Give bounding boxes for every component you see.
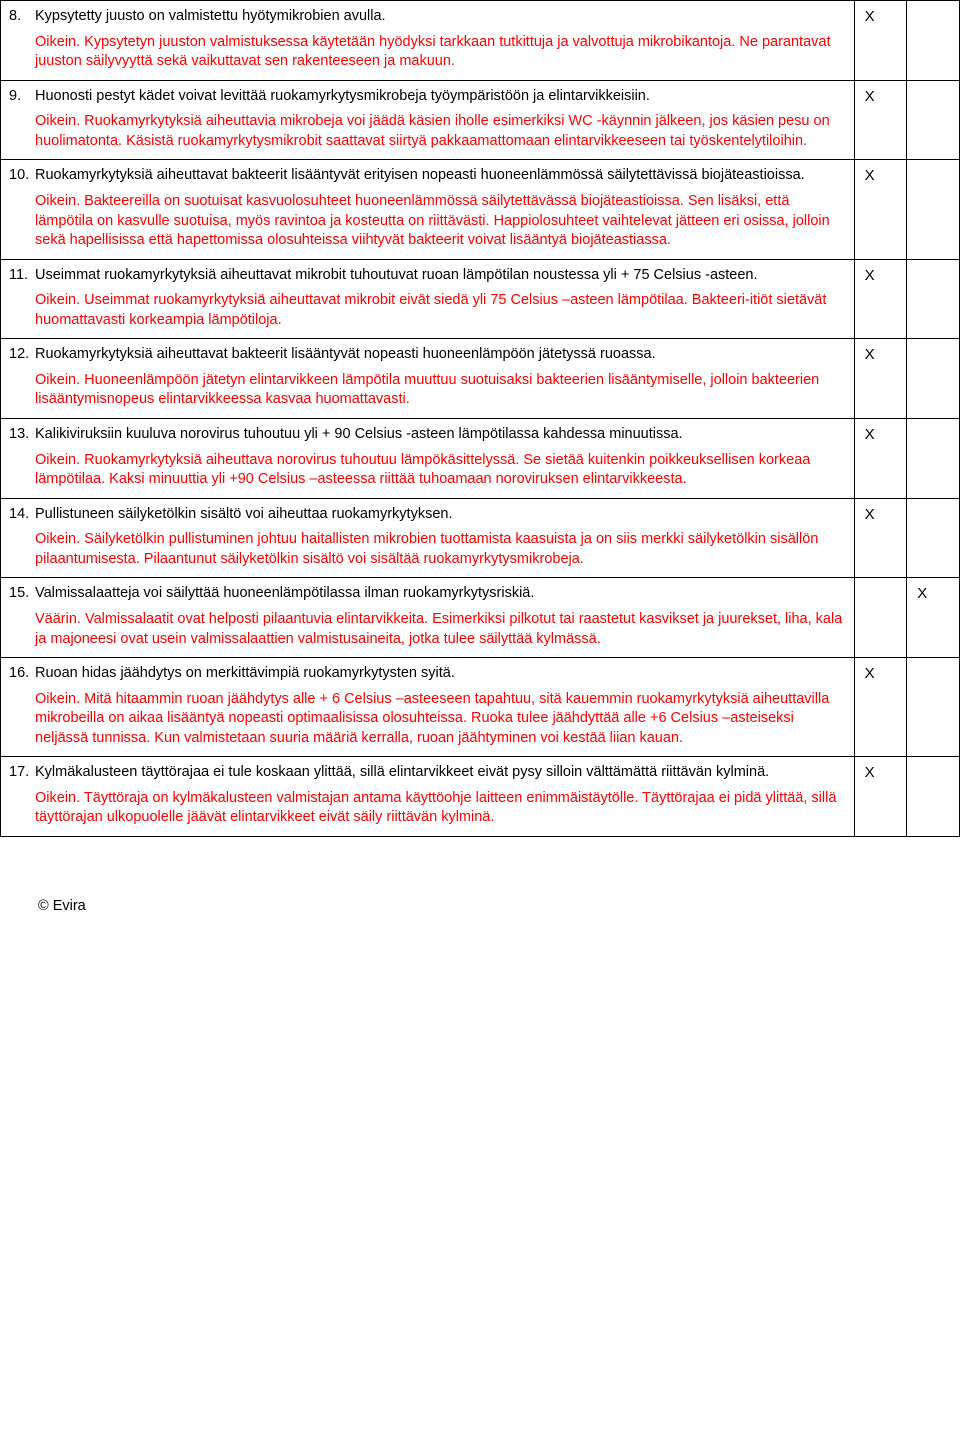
question-text: Huonosti pestyt kädet voivat levittää ru… bbox=[35, 87, 846, 107]
answer-text: Oikein. Täyttöraja on kylmäkalusteen val… bbox=[35, 789, 846, 828]
mark-col-2 bbox=[907, 757, 960, 837]
mark-col-2 bbox=[907, 658, 960, 757]
question-number: 15. bbox=[9, 584, 35, 649]
mark-col-2 bbox=[907, 419, 960, 499]
question-cell: 12.Ruokamyrkytyksiä aiheuttavat bakteeri… bbox=[1, 339, 855, 419]
question-text: Kalikiviruksiin kuuluva norovirus tuhout… bbox=[35, 425, 846, 445]
footer-copyright: © Evira bbox=[0, 897, 960, 917]
question-cell: 16.Ruoan hidas jäähdytys on merkittävimp… bbox=[1, 658, 855, 757]
answer-text: Oikein. Bakteereilla on suotuisat kasvuo… bbox=[35, 192, 846, 251]
table-row: 10.Ruokamyrkytyksiä aiheuttavat bakteeri… bbox=[1, 160, 960, 259]
mark-col-2: X bbox=[907, 578, 960, 658]
question-cell: 17.Kylmäkalusteen täyttörajaa ei tule ko… bbox=[1, 757, 855, 837]
mark-col-1: X bbox=[854, 1, 907, 81]
mark-col-1: X bbox=[854, 80, 907, 160]
question-text: Pullistuneen säilyketölkin sisältö voi a… bbox=[35, 505, 846, 525]
table-row: 13.Kalikiviruksiin kuuluva norovirus tuh… bbox=[1, 419, 960, 499]
question-cell: 14.Pullistuneen säilyketölkin sisältö vo… bbox=[1, 498, 855, 578]
mark-col-1: X bbox=[854, 498, 907, 578]
mark-col-2 bbox=[907, 259, 960, 339]
question-number: 14. bbox=[9, 505, 35, 570]
question-text: Ruokamyrkytyksiä aiheuttavat bakteerit l… bbox=[35, 345, 846, 365]
mark-col-2 bbox=[907, 339, 960, 419]
question-number: 11. bbox=[9, 266, 35, 331]
answer-text: Oikein. Useimmat ruokamyrkytyksiä aiheut… bbox=[35, 291, 846, 330]
table-row: 16.Ruoan hidas jäähdytys on merkittävimp… bbox=[1, 658, 960, 757]
table-row: 9.Huonosti pestyt kädet voivat levittää … bbox=[1, 80, 960, 160]
mark-col-2 bbox=[907, 1, 960, 81]
question-cell: 11.Useimmat ruokamyrkytyksiä aiheuttavat… bbox=[1, 259, 855, 339]
question-cell: 10.Ruokamyrkytyksiä aiheuttavat bakteeri… bbox=[1, 160, 855, 259]
answer-text: Oikein. Ruokamyrkytyksiä aiheuttavia mik… bbox=[35, 112, 846, 151]
question-number: 17. bbox=[9, 763, 35, 828]
answer-text: Väärin. Valmissalaatit ovat helposti pil… bbox=[35, 610, 846, 649]
question-number: 13. bbox=[9, 425, 35, 490]
question-table: 8.Kypsytetty juusto on valmistettu hyöty… bbox=[0, 0, 960, 837]
mark-col-1: X bbox=[854, 339, 907, 419]
question-cell: 13.Kalikiviruksiin kuuluva norovirus tuh… bbox=[1, 419, 855, 499]
mark-col-1 bbox=[854, 578, 907, 658]
question-number: 8. bbox=[9, 7, 35, 72]
answer-text: Oikein. Huoneenlämpöön jätetyn elintarvi… bbox=[35, 371, 846, 410]
mark-col-2 bbox=[907, 80, 960, 160]
question-number: 9. bbox=[9, 87, 35, 152]
question-number: 10. bbox=[9, 166, 35, 250]
answer-text: Oikein. Ruokamyrkytyksiä aiheuttava noro… bbox=[35, 451, 846, 490]
table-row: 12.Ruokamyrkytyksiä aiheuttavat bakteeri… bbox=[1, 339, 960, 419]
mark-col-1: X bbox=[854, 757, 907, 837]
mark-col-1: X bbox=[854, 259, 907, 339]
question-text: Kypsytetty juusto on valmistettu hyötymi… bbox=[35, 7, 846, 27]
question-cell: 8.Kypsytetty juusto on valmistettu hyöty… bbox=[1, 1, 855, 81]
table-row: 15.Valmissalaatteja voi säilyttää huonee… bbox=[1, 578, 960, 658]
mark-col-1: X bbox=[854, 658, 907, 757]
table-row: 14.Pullistuneen säilyketölkin sisältö vo… bbox=[1, 498, 960, 578]
answer-text: Oikein. Mitä hitaammin ruoan jäähdytys a… bbox=[35, 690, 846, 749]
answer-text: Oikein. Säilyketölkin pullistuminen joht… bbox=[35, 530, 846, 569]
table-row: 17.Kylmäkalusteen täyttörajaa ei tule ko… bbox=[1, 757, 960, 837]
question-cell: 9.Huonosti pestyt kädet voivat levittää … bbox=[1, 80, 855, 160]
question-text: Useimmat ruokamyrkytyksiä aiheuttavat mi… bbox=[35, 266, 846, 286]
question-cell: 15.Valmissalaatteja voi säilyttää huonee… bbox=[1, 578, 855, 658]
question-text: Valmissalaatteja voi säilyttää huoneenlä… bbox=[35, 584, 846, 604]
question-number: 16. bbox=[9, 664, 35, 748]
answer-text: Oikein. Kypsytetyn juuston valmistuksess… bbox=[35, 33, 846, 72]
mark-col-2 bbox=[907, 498, 960, 578]
question-number: 12. bbox=[9, 345, 35, 410]
table-row: 11.Useimmat ruokamyrkytyksiä aiheuttavat… bbox=[1, 259, 960, 339]
mark-col-1: X bbox=[854, 160, 907, 259]
question-text: Ruokamyrkytyksiä aiheuttavat bakteerit l… bbox=[35, 166, 846, 186]
question-text: Kylmäkalusteen täyttörajaa ei tule koska… bbox=[35, 763, 846, 783]
question-text: Ruoan hidas jäähdytys on merkittävimpiä … bbox=[35, 664, 846, 684]
table-row: 8.Kypsytetty juusto on valmistettu hyöty… bbox=[1, 1, 960, 81]
mark-col-2 bbox=[907, 160, 960, 259]
mark-col-1: X bbox=[854, 419, 907, 499]
